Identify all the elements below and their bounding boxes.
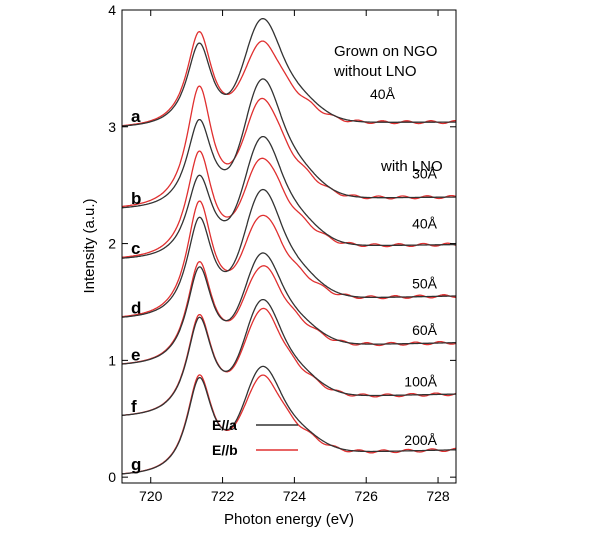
- curve-f-e-b: [121, 307, 457, 416]
- panel-label-b: b: [131, 189, 141, 208]
- panel-label-d: d: [131, 299, 141, 318]
- curve-a-e-a: [121, 17, 456, 127]
- panel-labels: a 40Å b 30Å c 40Å d 50Å e 60Å f 100Å g 200Å: [131, 86, 438, 474]
- y-tick-label: 3: [108, 119, 116, 135]
- panel-label-f: f: [131, 397, 137, 416]
- x-tick-label: 720: [139, 488, 163, 504]
- x-tick-label: 722: [211, 488, 235, 504]
- curve-c-e-b: [121, 150, 457, 258]
- y-axis: 0 1 2 3 4: [108, 2, 456, 485]
- thickness-label-g: 200Å: [404, 432, 437, 448]
- curve-g-e-a: [121, 365, 456, 475]
- thickness-label-e: 60Å: [412, 322, 438, 338]
- curve-b-e-a: [122, 78, 456, 209]
- y-tick-label: 1: [108, 352, 116, 368]
- panel-label-c: c: [131, 239, 140, 258]
- plot-frame: [121, 9, 457, 484]
- curve-c-e-a: [121, 135, 456, 259]
- y-tick-label: 2: [108, 236, 116, 252]
- thickness-label-f: 100Å: [404, 373, 437, 389]
- annotation-with-lno: with LNO: [380, 158, 443, 175]
- curve-d-e-a: [121, 188, 456, 318]
- curve-e-e-a: [122, 252, 456, 365]
- legend-label-e-a: E//a: [212, 417, 237, 433]
- thickness-label-a: 40Å: [370, 86, 396, 102]
- thickness-label-b: 30Å: [412, 166, 438, 182]
- curve-b-e-b: [121, 85, 457, 208]
- annotation-grown-on-ngo: Grown on NGO: [334, 43, 437, 60]
- x-tick-label: 724: [283, 488, 307, 504]
- legend-label-e-b: E//b: [212, 442, 238, 458]
- curves-group: [121, 17, 457, 475]
- x-tick-label: 728: [426, 488, 450, 504]
- annotation-without-lno: without LNO: [333, 63, 417, 80]
- panel-label-e: e: [131, 345, 140, 364]
- y-tick-label: 0: [108, 469, 116, 485]
- legend: E//a E//b: [212, 417, 298, 458]
- curve-e-e-b: [122, 261, 457, 365]
- panel-label-g: g: [131, 455, 141, 474]
- x-axis: 720 722 724 726 728: [139, 10, 450, 504]
- x-axis-title: Photon energy (eV): [224, 511, 354, 528]
- thickness-label-c: 40Å: [412, 216, 438, 232]
- thickness-label-d: 50Å: [412, 275, 438, 291]
- panel-label-a: a: [131, 107, 141, 126]
- x-tick-label: 726: [355, 488, 379, 504]
- curve-f-e-a: [121, 298, 456, 417]
- y-tick-label: 4: [108, 2, 116, 18]
- curve-d-e-b: [121, 200, 456, 318]
- y-axis-title: Intensity (a.u.): [81, 198, 98, 293]
